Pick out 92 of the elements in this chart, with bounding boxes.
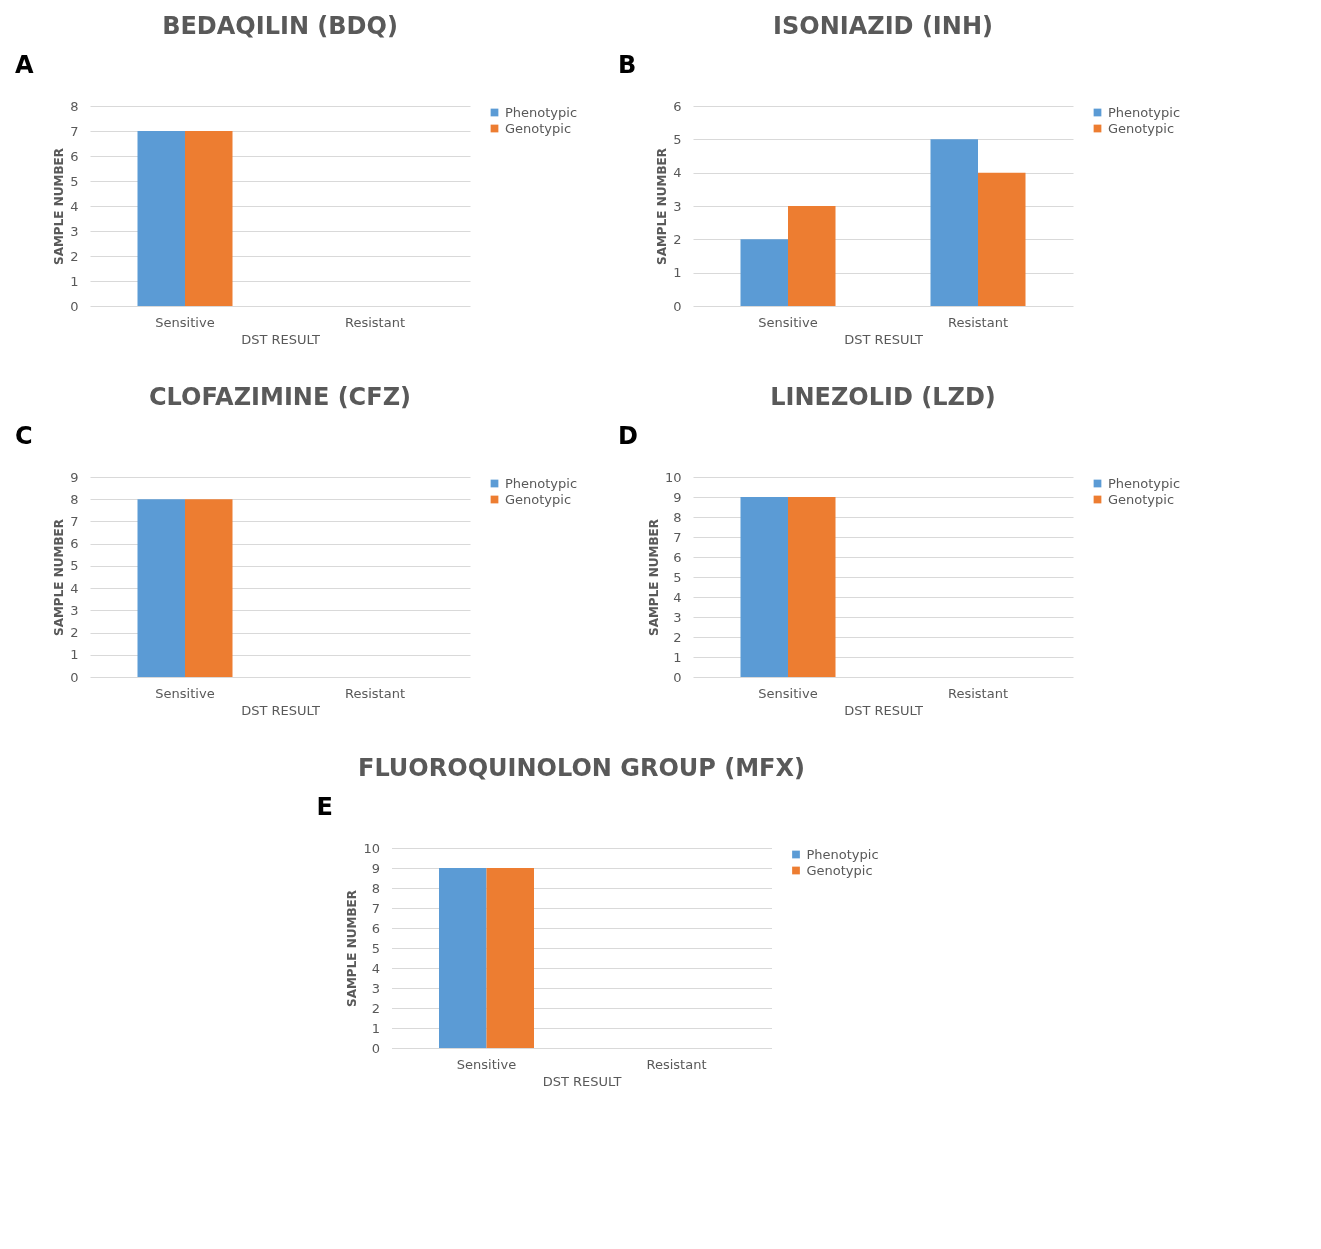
- chart-title: LINEZOLID (LZD): [770, 383, 996, 411]
- y-tick-label: 0: [70, 669, 79, 685]
- y-tick-label: 1: [673, 265, 682, 281]
- y-tick-label: 1: [673, 649, 682, 665]
- bar: [930, 139, 978, 306]
- y-tick-label: 2: [673, 231, 682, 247]
- y-tick-label: 5: [673, 569, 682, 585]
- y-axis-title: SAMPLE NUMBER: [345, 890, 360, 1007]
- y-tick-label: 0: [673, 669, 682, 685]
- legend-label: Phenotypic: [1108, 104, 1181, 120]
- y-tick-label: 8: [70, 491, 79, 507]
- y-tick-label: 6: [70, 148, 79, 164]
- legend-label: Genotypic: [505, 491, 572, 507]
- y-tick-label: 4: [70, 198, 79, 214]
- y-tick-label: 0: [70, 298, 79, 314]
- y-axis-title: SAMPLE NUMBER: [646, 519, 661, 636]
- y-tick-label: 9: [673, 489, 682, 505]
- y-tick-label: 2: [70, 625, 79, 641]
- y-tick-label: 1: [70, 273, 79, 289]
- y-tick-label: 8: [673, 509, 682, 525]
- y-tick-label: 1: [371, 1020, 380, 1036]
- y-tick-label: 7: [673, 529, 682, 545]
- x-tick-label: Sensitive: [155, 685, 215, 701]
- bar: [740, 239, 788, 306]
- y-tick-label: 7: [70, 123, 79, 139]
- y-tick-label: 7: [70, 513, 79, 529]
- legend-label: Genotypic: [806, 862, 873, 878]
- legend-label: Genotypic: [1108, 491, 1175, 507]
- x-axis-title: DST RESULT: [844, 702, 923, 718]
- y-tick-label: 7: [371, 900, 380, 916]
- y-tick-label: 3: [70, 602, 79, 618]
- y-tick-label: 0: [673, 298, 682, 314]
- y-tick-label: 2: [371, 1000, 380, 1016]
- y-tick-label: 4: [70, 580, 79, 596]
- y-tick-label: 3: [673, 198, 682, 214]
- y-tick-label: 5: [371, 940, 380, 956]
- y-axis-title: SAMPLE NUMBER: [52, 148, 67, 265]
- text: C: [15, 422, 33, 450]
- y-axis-title: SAMPLE NUMBER: [52, 519, 67, 636]
- y-tick-label: 3: [673, 609, 682, 625]
- y-tick-label: 8: [371, 880, 380, 896]
- y-tick-label: 10: [363, 840, 380, 856]
- y-tick-label: 0: [371, 1040, 380, 1056]
- y-tick-label: 9: [70, 469, 79, 485]
- x-tick-label: Resistant: [947, 685, 1009, 701]
- y-tick-label: 4: [673, 165, 682, 181]
- legend-label: Phenotypic: [1108, 475, 1181, 491]
- text: A: [15, 51, 34, 79]
- x-tick-label: Resistant: [344, 685, 406, 701]
- legend-label: Genotypic: [505, 120, 572, 136]
- y-tick-label: 5: [673, 131, 682, 147]
- chart-title: FLUOROQUINOLON GROUP (MFX): [358, 754, 805, 782]
- x-tick-label: Sensitive: [155, 314, 215, 330]
- y-tick-label: 4: [673, 589, 682, 605]
- chart-title: BEDAQILIN (BDQ): [162, 12, 398, 40]
- chart-title: ISONIAZID (INH): [773, 12, 993, 40]
- x-tick-label: Resistant: [947, 314, 1009, 330]
- x-axis-title: DST RESULT: [241, 702, 320, 718]
- y-tick-label: 6: [70, 536, 79, 552]
- x-tick-label: Resistant: [646, 1056, 707, 1072]
- x-tick-label: Sensitive: [456, 1056, 517, 1072]
- x-axis-title: DST RESULT: [241, 331, 320, 347]
- text: D: [618, 422, 638, 450]
- x-axis-title: DST RESULT: [542, 1073, 622, 1089]
- x-axis-title: DST RESULT: [844, 331, 923, 347]
- y-tick-label: 6: [371, 920, 380, 936]
- text: E: [316, 793, 333, 821]
- bar: [978, 172, 1026, 306]
- y-tick-label: 6: [673, 549, 682, 565]
- y-tick-label: 8: [70, 98, 79, 114]
- y-tick-label: 2: [673, 629, 682, 645]
- y-tick-label: 3: [371, 980, 380, 996]
- legend-label: Phenotypic: [806, 846, 879, 862]
- y-tick-label: 3: [70, 223, 79, 239]
- y-tick-label: 2: [70, 248, 79, 264]
- y-tick-label: 10: [664, 469, 682, 485]
- y-axis-title: SAMPLE NUMBER: [655, 148, 670, 265]
- legend-label: Phenotypic: [505, 104, 578, 120]
- x-tick-label: Sensitive: [758, 685, 818, 701]
- text: B: [618, 51, 637, 79]
- y-tick-label: 9: [371, 860, 380, 876]
- x-tick-label: Sensitive: [758, 314, 818, 330]
- y-tick-label: 5: [70, 173, 79, 189]
- legend-label: Genotypic: [1108, 120, 1175, 136]
- chart-title: CLOFAZIMINE (CFZ): [149, 383, 411, 411]
- x-tick-label: Resistant: [344, 314, 406, 330]
- bar: [788, 206, 836, 306]
- y-tick-label: 4: [371, 960, 380, 976]
- legend-label: Phenotypic: [505, 475, 578, 491]
- y-tick-label: 6: [673, 98, 682, 114]
- y-tick-label: 1: [70, 647, 79, 663]
- y-tick-label: 5: [70, 558, 79, 574]
